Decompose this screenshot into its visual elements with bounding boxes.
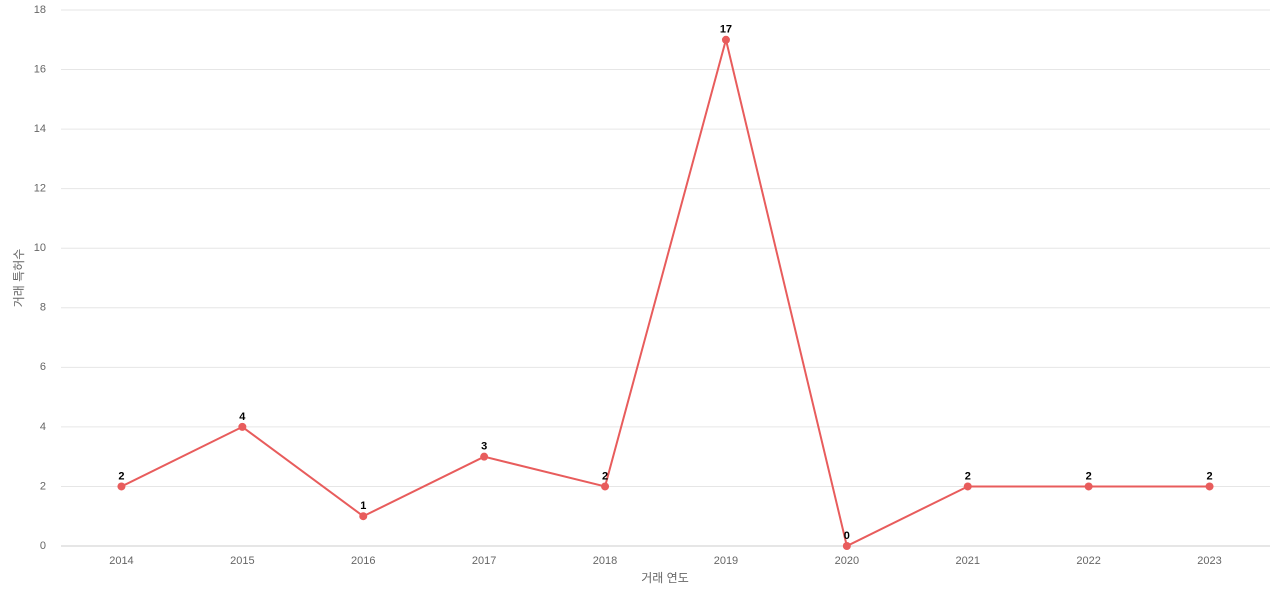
x-axis-title: 거래 연도	[641, 571, 689, 585]
x-tick-label: 2020	[835, 555, 859, 567]
y-tick-label: 10	[34, 242, 46, 254]
value-label: 2	[118, 470, 124, 482]
value-label: 2	[602, 470, 608, 482]
y-tick-label: 18	[34, 4, 46, 16]
point	[963, 482, 972, 491]
point	[238, 422, 247, 431]
value-label: 1	[360, 500, 366, 512]
value-label: 2	[965, 470, 971, 482]
value-label: 3	[481, 441, 487, 453]
y-axis-title: 거래 특허수	[12, 249, 26, 308]
value-label: 17	[720, 24, 732, 36]
x-tick-label: 2016	[351, 555, 375, 567]
value-label: 0	[844, 530, 850, 542]
point	[842, 542, 851, 550]
y-tick-label: 6	[40, 361, 46, 373]
x-tick-label: 2021	[956, 555, 980, 567]
point	[601, 482, 610, 491]
point	[359, 512, 368, 521]
point	[1205, 482, 1214, 491]
y-tick-label: 12	[34, 183, 46, 195]
value-label: 2	[1206, 470, 1212, 482]
y-tick-label: 2	[40, 480, 46, 492]
line	[121, 39, 1210, 548]
value-label: 4	[239, 411, 246, 423]
x-tick-label: 2018	[593, 555, 617, 567]
x-tick-label: 2017	[472, 555, 496, 567]
x-tick-label: 2014	[109, 555, 133, 567]
point	[721, 35, 730, 44]
y-tick-label: 0	[40, 540, 46, 552]
point	[480, 452, 489, 461]
y-tick-label: 14	[34, 123, 46, 135]
point	[117, 482, 126, 491]
y-tick-label: 4	[40, 421, 46, 433]
x-tick-label: 2019	[714, 555, 738, 567]
x-tick-label: 2015	[230, 555, 254, 567]
y-tick-label: 8	[40, 302, 46, 314]
y-tick-label: 16	[34, 63, 46, 75]
point	[1084, 482, 1093, 491]
x-tick-label: 2022	[1076, 555, 1100, 567]
value-label: 2	[1086, 470, 1092, 482]
x-tick-label: 2023	[1197, 555, 1221, 567]
